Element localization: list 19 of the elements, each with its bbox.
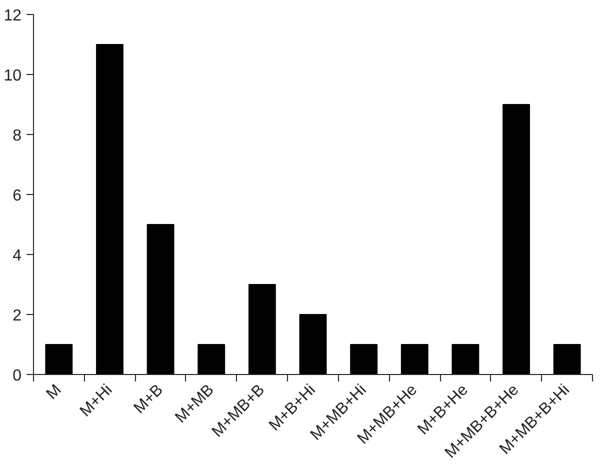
- x-tick-label: M: [43, 381, 65, 403]
- bar: [248, 284, 276, 374]
- y-tick-label: 8: [12, 128, 22, 144]
- y-tick-label: 12: [4, 8, 22, 24]
- y-tick-label: 4: [12, 248, 22, 264]
- bar: [502, 104, 530, 374]
- bar: [299, 314, 327, 374]
- bar: [96, 44, 124, 374]
- bar: [452, 344, 480, 374]
- bar: [45, 344, 73, 374]
- y-tick-label: 2: [12, 308, 22, 324]
- y-tick-label: 10: [4, 68, 22, 84]
- bar: [350, 344, 378, 374]
- y-tick-label: 0: [12, 368, 22, 384]
- bar: [553, 344, 581, 374]
- bar: [400, 344, 428, 374]
- y-tick-label: 6: [12, 188, 22, 204]
- bar: [198, 344, 226, 374]
- bar: [146, 224, 174, 374]
